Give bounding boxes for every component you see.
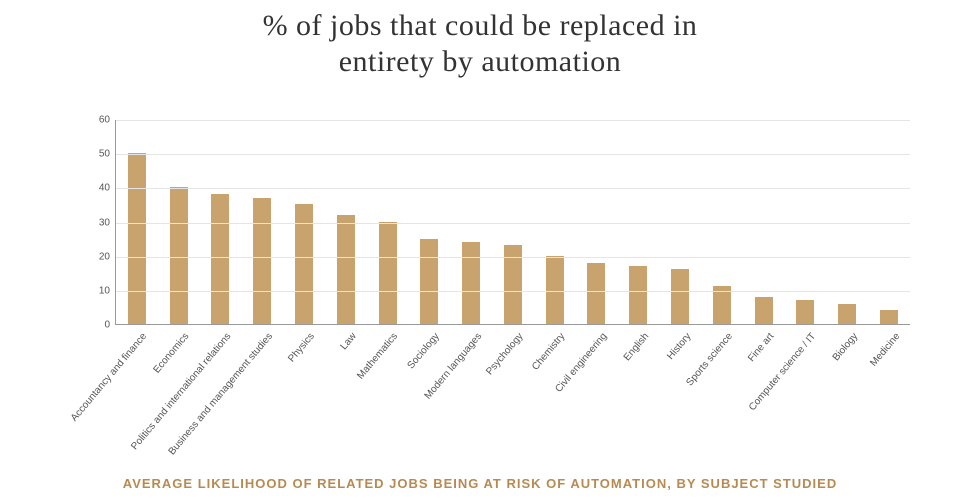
bar bbox=[587, 263, 605, 325]
chart-caption: AVERAGE LIKELIHOOD OF RELATED JOBS BEING… bbox=[0, 476, 960, 491]
y-tick-label: 30 bbox=[99, 217, 110, 228]
bar bbox=[211, 194, 229, 324]
x-tick-label: Chemistry bbox=[530, 331, 567, 373]
grid-line bbox=[116, 291, 910, 292]
x-tick-label: Biology bbox=[831, 331, 861, 363]
grid-line bbox=[116, 154, 910, 155]
bar bbox=[379, 222, 397, 325]
bar bbox=[713, 286, 731, 324]
y-tick-label: 0 bbox=[104, 320, 110, 331]
x-tick-label: History bbox=[665, 331, 693, 362]
bar bbox=[880, 310, 898, 324]
title-line-1: % of jobs that could be replaced in bbox=[263, 9, 698, 42]
chart-area: 0102030405060 Accountancy and financeEco… bbox=[90, 120, 910, 340]
chart-container: % of jobs that could be replaced in enti… bbox=[0, 0, 960, 503]
x-tick-label: Psychology bbox=[484, 331, 525, 377]
chart-title: % of jobs that could be replaced in enti… bbox=[0, 0, 960, 80]
bar bbox=[253, 198, 271, 324]
x-tick-label: Accountancy and finance bbox=[69, 331, 149, 424]
y-tick-label: 50 bbox=[99, 149, 110, 160]
x-tick-label: English bbox=[622, 331, 652, 363]
y-tick-label: 40 bbox=[99, 183, 110, 194]
bar bbox=[128, 153, 146, 324]
grid-line bbox=[116, 120, 910, 121]
x-tick-label: Physics bbox=[286, 331, 317, 364]
y-tick-label: 20 bbox=[99, 251, 110, 262]
grid-line bbox=[116, 188, 910, 189]
x-tick-label: Medicine bbox=[868, 331, 902, 369]
x-tick-label: Sociology bbox=[406, 331, 442, 371]
grid-line bbox=[116, 223, 910, 224]
bar bbox=[671, 269, 689, 324]
bar bbox=[462, 242, 480, 324]
bar bbox=[755, 297, 773, 324]
bar bbox=[546, 256, 564, 324]
bar bbox=[337, 215, 355, 324]
x-tick-label: Mathematics bbox=[355, 331, 400, 381]
bar bbox=[796, 300, 814, 324]
bar bbox=[629, 266, 647, 324]
x-tick-label: Economics bbox=[151, 331, 191, 376]
plot-region: 0102030405060 bbox=[115, 120, 910, 325]
title-line-2: entirety by automation bbox=[339, 45, 622, 78]
x-tick-label: Fine art bbox=[747, 331, 777, 364]
y-tick-label: 10 bbox=[99, 285, 110, 296]
x-tick-label: Law bbox=[338, 331, 358, 352]
bar bbox=[838, 304, 856, 325]
y-tick-label: 60 bbox=[99, 115, 110, 126]
grid-line bbox=[116, 257, 910, 258]
bar bbox=[420, 239, 438, 324]
